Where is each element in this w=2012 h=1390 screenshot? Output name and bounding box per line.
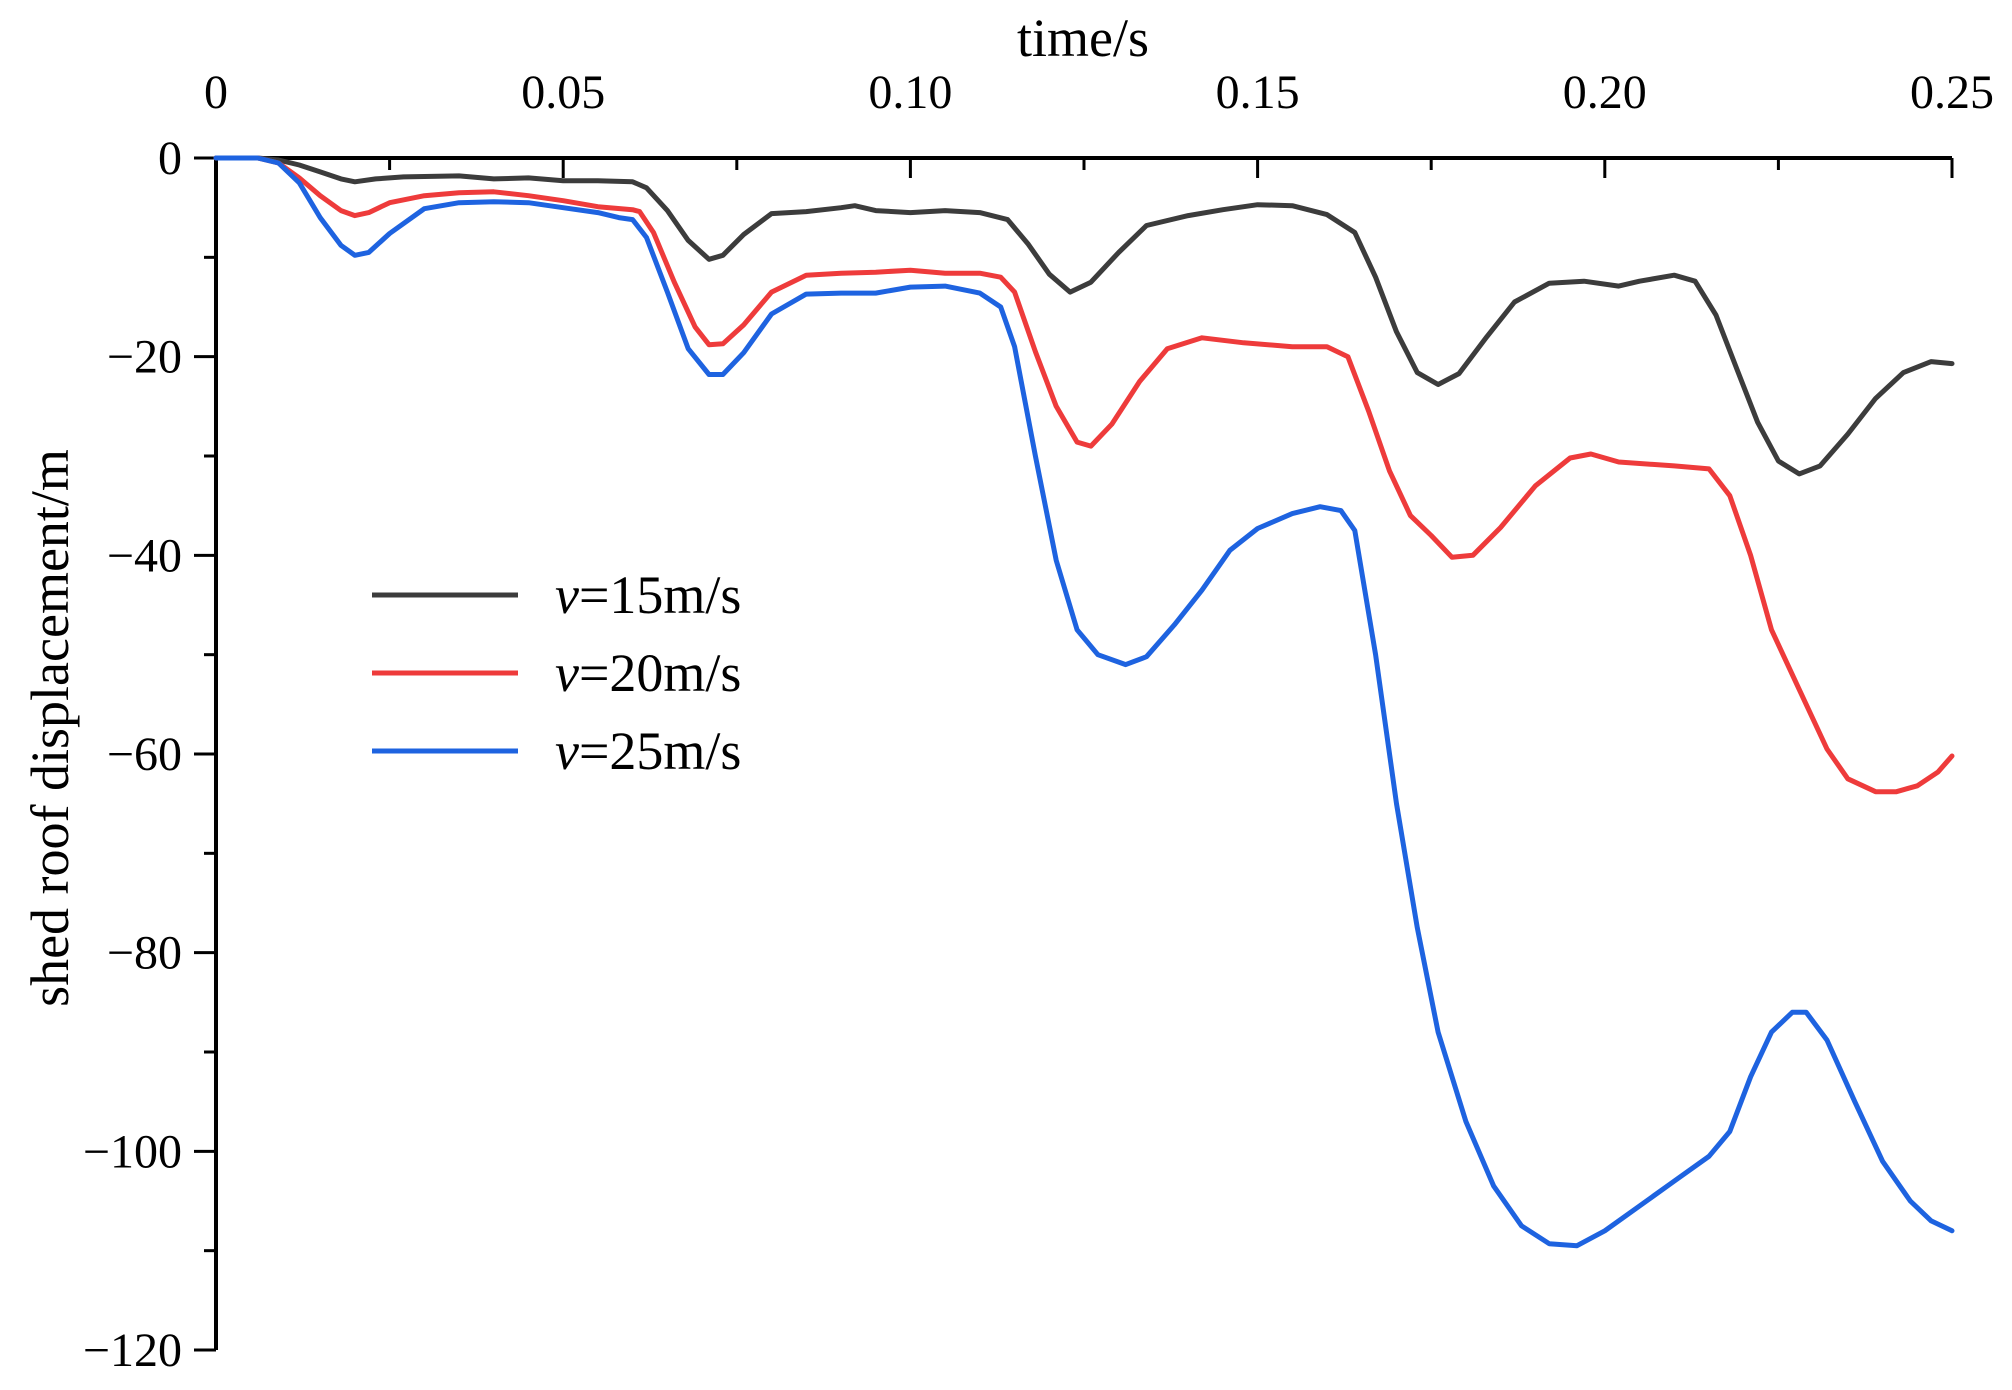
y-axis-title: shed roof displacement/m bbox=[20, 449, 80, 1007]
series-line-2 bbox=[213, 155, 1955, 795]
y-tick-label: −80 bbox=[107, 927, 182, 980]
y-tick-label: −40 bbox=[107, 529, 182, 582]
legend-label-3: v=25m/s bbox=[555, 721, 741, 781]
series-layer bbox=[213, 155, 1955, 1249]
legend-label-1: v=15m/s bbox=[555, 565, 741, 625]
x-axis-title: time/s bbox=[1017, 8, 1149, 68]
legend: v=15m/sv=20m/sv=25m/s bbox=[372, 565, 741, 781]
legend-value: =25m/s bbox=[579, 721, 741, 781]
x-tick-label: 0.15 bbox=[1216, 66, 1300, 119]
x-tick-label: 0.10 bbox=[868, 66, 952, 119]
x-tick-label: 0.20 bbox=[1563, 66, 1647, 119]
legend-label-2: v=20m/s bbox=[555, 643, 741, 703]
x-axis: 0 0.05 0.10 0.15 0.20 0.25 bbox=[204, 66, 1994, 178]
y-tick-label: −20 bbox=[107, 331, 182, 384]
x-tick-label: 0.25 bbox=[1910, 66, 1994, 119]
y-tick-label: 0 bbox=[158, 132, 182, 185]
y-tick-label: −60 bbox=[107, 728, 182, 781]
legend-value: =20m/s bbox=[579, 643, 741, 703]
y-axis: 0 −20 −40 −60 −80 −100 −120 bbox=[83, 132, 218, 1377]
legend-value: =15m/s bbox=[579, 565, 741, 625]
legend-var: v bbox=[555, 721, 579, 781]
series-line-1 bbox=[213, 155, 1955, 477]
legend-var: v bbox=[555, 643, 579, 703]
legend-var: v bbox=[555, 565, 579, 625]
y-tick-label: −120 bbox=[83, 1324, 182, 1377]
x-tick-label: 0 bbox=[204, 66, 228, 119]
x-tick-label: 0.05 bbox=[521, 66, 605, 119]
series-line-3 bbox=[213, 155, 1955, 1249]
y-tick-label: −100 bbox=[83, 1125, 182, 1178]
